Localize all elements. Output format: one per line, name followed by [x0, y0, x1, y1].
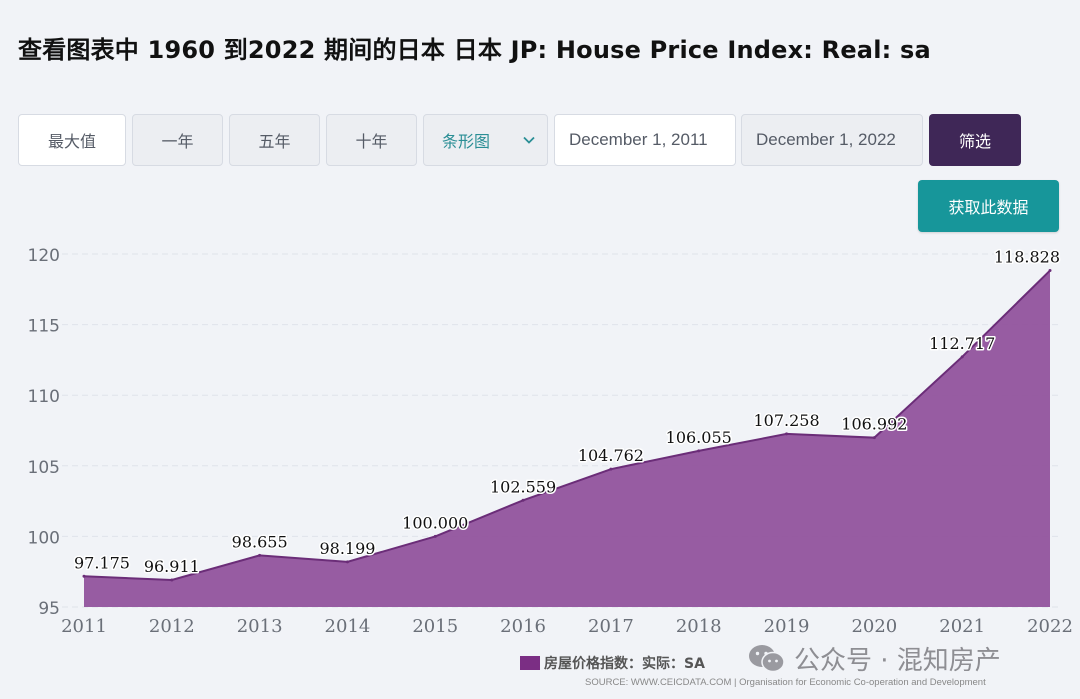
y-tick-label: 95 [38, 599, 60, 619]
y-tick-label: 110 [28, 387, 60, 407]
chart-toolbar: 最大值 一年 五年 十年 条形图 December 1, 2011 Decemb… [0, 0, 1080, 240]
range-max-button[interactable]: 最大值 [18, 114, 126, 166]
wechat-icon [749, 644, 785, 672]
data-labels: 97.175 96.911 98.655 98.199 100.000 102.559 10… [73, 246, 1062, 577]
data-point[interactable] [521, 498, 525, 502]
y-tick-label: 120 [28, 246, 60, 266]
end-date-input[interactable]: December 1, 2022 [741, 114, 923, 166]
page-title: 查看图表中 1960 到2022 期间的日本 日本 JP: House Pric… [18, 36, 931, 64]
data-label: 98.199 [319, 539, 375, 558]
data-label: 106.055 [666, 428, 732, 447]
source-note: SOURCE: WWW.CEICDATA.COM | Organisation … [585, 677, 986, 688]
chevron-down-icon [523, 136, 535, 144]
x-tick-label: 2015 [412, 616, 458, 637]
y-tick-label: 115 [28, 317, 60, 337]
chart-type-select[interactable]: 条形图 [423, 114, 548, 166]
data-label: 118.828 [994, 248, 1060, 267]
data-label: 98.655 [232, 532, 288, 551]
series-line [83, 269, 1051, 582]
legend-swatch [520, 656, 540, 670]
start-date-input[interactable]: December 1, 2011 [554, 114, 736, 166]
x-tick-label: 2013 [237, 616, 283, 637]
legend-label: 房屋价格指数：实际：SA [544, 655, 705, 672]
data-point[interactable] [960, 355, 964, 359]
data-label: 100.000 [402, 513, 468, 532]
data-point[interactable] [1048, 269, 1052, 273]
filter-button[interactable]: 筛选 [929, 114, 1021, 166]
data-point[interactable] [785, 432, 789, 436]
data-point[interactable] [433, 534, 437, 538]
data-point[interactable] [345, 560, 349, 564]
series-area [82, 269, 1052, 607]
range-ten-year-button[interactable]: 十年 [326, 114, 417, 166]
chart-type-value: 条形图 [442, 132, 491, 151]
range-five-year-button[interactable]: 五年 [229, 114, 320, 166]
x-tick-label: 2021 [939, 616, 985, 637]
data-point[interactable] [872, 436, 876, 440]
data-label: 104.762 [578, 446, 644, 465]
x-axis-ticks: 2011 2012 2013 2014 2015 2016 2017 2018 2019 2020… [61, 616, 1073, 637]
data-label: 97.175 [74, 553, 130, 572]
x-tick-label: 2017 [588, 616, 634, 637]
area-chart: 95 100 105 110 115 120 97.175 96.911 98.655 98.1… [28, 246, 1073, 672]
range-one-year-button[interactable]: 一年 [132, 114, 223, 166]
data-label: 112.717 [929, 334, 995, 353]
data-label: 102.559 [490, 477, 556, 496]
data-label: 96.911 [144, 557, 200, 576]
x-tick-label: 2020 [851, 616, 897, 637]
series-area-fill [84, 270, 1050, 607]
x-tick-label: 2019 [764, 616, 810, 637]
watermark-text: 公众号 · 混知房产 [794, 646, 1001, 676]
x-tick-label: 2018 [676, 616, 722, 637]
data-label: 106.992 [841, 415, 907, 434]
x-tick-label: 2012 [149, 616, 195, 637]
get-data-button[interactable]: 获取此数据 [918, 180, 1059, 232]
y-tick-label: 100 [28, 528, 60, 548]
y-axis-ticks: 95 100 105 110 115 120 [28, 246, 60, 619]
data-label: 107.258 [753, 411, 819, 430]
watermark: 公众号 · 混知房产 [748, 640, 1001, 677]
x-tick-label: 2016 [500, 616, 546, 637]
data-point[interactable] [609, 467, 613, 471]
data-point[interactable] [82, 574, 86, 578]
y-tick-label: 105 [28, 458, 60, 478]
x-tick-label: 2014 [325, 616, 371, 637]
legend[interactable]: 房屋价格指数：实际：SA [520, 655, 705, 672]
data-point[interactable] [258, 553, 262, 557]
x-tick-label: 2022 [1027, 616, 1073, 637]
data-point[interactable] [697, 449, 701, 453]
x-tick-label: 2011 [61, 616, 107, 637]
data-point[interactable] [170, 578, 174, 582]
